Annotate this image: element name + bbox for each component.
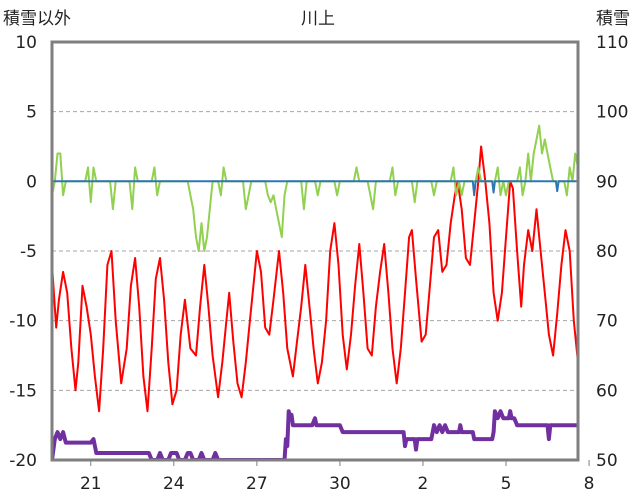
left-axis-label: 積雪以外 (3, 9, 71, 29)
chart-title: 川上 (301, 9, 335, 29)
series-line-baseline (52, 180, 578, 197)
right-axis-ticks: 110 100 90 80 70 60 50 (596, 33, 628, 471)
left-tick-label: 0 (26, 172, 37, 192)
left-axis-ticks: 10 5 0 -5 -10 -15 -20 (9, 33, 37, 471)
x-tick-label: 2 (418, 474, 429, 494)
x-axis-ticks: 21242730258111417 (80, 460, 595, 494)
right-axis-label: 積雪 (596, 9, 630, 29)
left-tick-label: -15 (9, 381, 37, 401)
x-tick-label: 5 (501, 474, 512, 494)
right-tick-label: 80 (596, 242, 618, 262)
right-tick-label: 70 (596, 312, 618, 332)
gridlines (52, 111, 578, 391)
left-tick-label: 10 (15, 33, 37, 53)
series-line-temperature (52, 145, 578, 413)
left-tick-label: -10 (9, 312, 37, 332)
series-line-secondary (52, 124, 578, 252)
left-tick-label: 5 (26, 103, 37, 123)
right-tick-label: 60 (596, 381, 618, 401)
left-tick-label: -20 (9, 451, 37, 471)
series-lines (52, 124, 578, 460)
left-tick-label: -5 (20, 242, 37, 262)
x-tick-label: 30 (329, 474, 351, 494)
series-line-snow_depth (52, 409, 578, 460)
right-tick-label: 110 (596, 33, 628, 53)
x-tick-label: 24 (163, 474, 185, 494)
x-tick-label: 27 (246, 474, 268, 494)
plot-frame (50, 40, 580, 462)
x-tick-label: 8 (584, 474, 595, 494)
x-tick-label: 21 (80, 474, 102, 494)
right-tick-label: 90 (596, 172, 618, 192)
right-tick-label: 50 (596, 451, 618, 471)
right-tick-label: 100 (596, 103, 628, 123)
